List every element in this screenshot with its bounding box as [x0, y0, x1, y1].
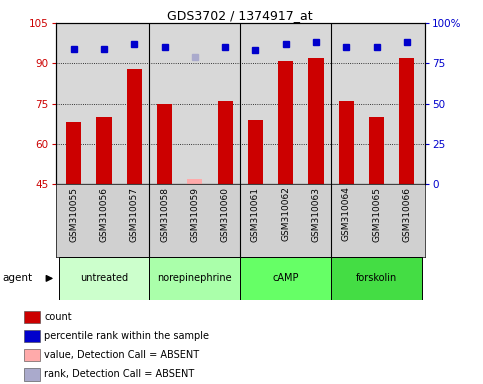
Bar — [97, 117, 112, 184]
Text: GSM310058: GSM310058 — [160, 187, 169, 242]
Text: agent: agent — [2, 273, 32, 283]
Bar — [217, 101, 233, 184]
Text: GSM310061: GSM310061 — [251, 187, 260, 242]
Bar — [24, 349, 40, 361]
Text: GSM310063: GSM310063 — [312, 187, 321, 242]
Text: GSM310062: GSM310062 — [281, 187, 290, 242]
Bar — [157, 104, 172, 184]
Text: norepinephrine: norepinephrine — [157, 273, 232, 283]
Title: GDS3702 / 1374917_at: GDS3702 / 1374917_at — [168, 9, 313, 22]
Text: forskolin: forskolin — [356, 273, 397, 283]
Text: percentile rank within the sample: percentile rank within the sample — [44, 331, 209, 341]
Bar — [149, 257, 241, 300]
Bar — [331, 257, 422, 300]
Bar — [187, 179, 202, 184]
Bar — [339, 101, 354, 184]
Text: GSM310056: GSM310056 — [99, 187, 109, 242]
Bar — [24, 311, 40, 323]
Bar — [278, 61, 293, 184]
Bar — [369, 117, 384, 184]
Text: untreated: untreated — [80, 273, 128, 283]
Text: GSM310055: GSM310055 — [69, 187, 78, 242]
Text: cAMP: cAMP — [272, 273, 299, 283]
Bar — [248, 120, 263, 184]
Bar — [66, 122, 81, 184]
Bar — [24, 330, 40, 342]
Bar — [399, 58, 414, 184]
Bar — [58, 257, 149, 300]
Bar — [241, 257, 331, 300]
Bar — [127, 69, 142, 184]
Text: GSM310060: GSM310060 — [221, 187, 229, 242]
Text: GSM310066: GSM310066 — [402, 187, 412, 242]
Text: GSM310057: GSM310057 — [130, 187, 139, 242]
Text: GSM310059: GSM310059 — [190, 187, 199, 242]
Bar — [24, 368, 40, 381]
Text: value, Detection Call = ABSENT: value, Detection Call = ABSENT — [44, 350, 199, 360]
Bar — [309, 58, 324, 184]
Text: count: count — [44, 312, 72, 322]
Text: rank, Detection Call = ABSENT: rank, Detection Call = ABSENT — [44, 369, 195, 379]
Text: GSM310064: GSM310064 — [342, 187, 351, 242]
Text: GSM310065: GSM310065 — [372, 187, 381, 242]
